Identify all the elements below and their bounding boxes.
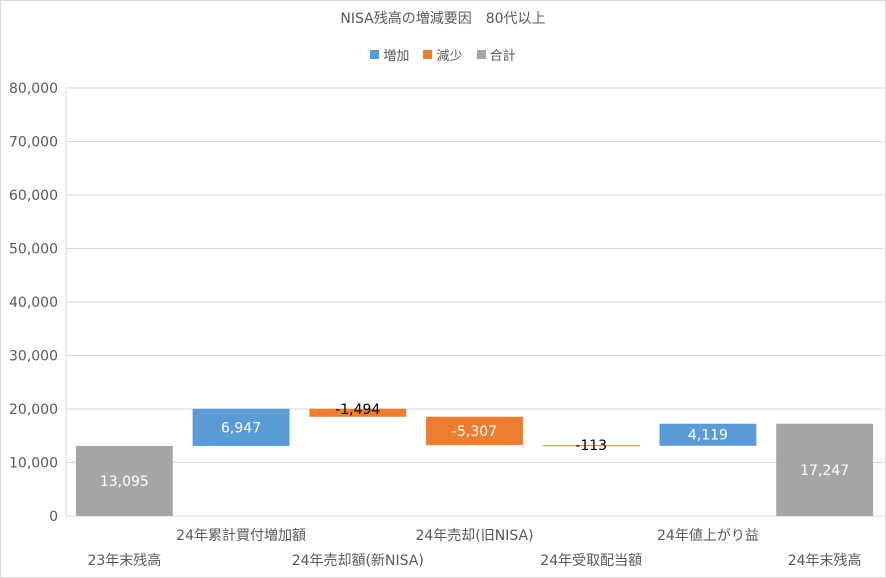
y-tick-label: 80,000 <box>9 81 58 97</box>
legend-swatch-total <box>476 50 486 59</box>
legend-label-decrease: 減少 <box>436 49 463 64</box>
bar <box>776 423 874 516</box>
legend-entry-total: 合計 <box>476 45 516 64</box>
data-label: -1,494 <box>335 402 380 418</box>
legend-swatch-decrease <box>423 50 433 59</box>
legend-entry-increase: 増加 <box>370 45 409 64</box>
bar <box>75 445 173 516</box>
x-tick-label: 24年累計買付増加額 <box>176 528 306 544</box>
x-tick-label: 23年末残高 <box>87 552 161 569</box>
data-label: 13,095 <box>100 474 149 490</box>
data-label: -5,307 <box>452 424 497 440</box>
data-label: 17,247 <box>800 463 849 479</box>
chart-title: NISA残高の増減要因 80代以上 <box>340 11 546 27</box>
x-tick-label: 24年受取配当額 <box>540 553 642 569</box>
bar <box>426 416 523 446</box>
data-label: -113 <box>575 438 607 454</box>
y-tick-label: 40,000 <box>9 295 58 311</box>
data-label: 4,119 <box>688 428 728 444</box>
bar <box>659 423 757 446</box>
y-tick-label: 20,000 <box>9 402 58 418</box>
legend-entry-decrease: 減少 <box>423 45 463 64</box>
x-tick-label: 24年末残高 <box>788 552 862 569</box>
y-tick-label: 0 <box>49 509 58 525</box>
bar <box>542 445 640 447</box>
y-tick-label: 70,000 <box>9 135 58 151</box>
y-tick-label: 60,000 <box>9 188 58 204</box>
bar <box>192 408 290 446</box>
data-label: 6,947 <box>221 420 261 436</box>
legend-label-increase: 増加 <box>383 49 410 64</box>
x-tick-label: 24年値上がり益 <box>657 528 759 544</box>
x-tick-label: 24年売却(旧NISA) <box>415 528 533 544</box>
x-tick-label: 24年売却額(新NISA) <box>292 553 424 569</box>
legend-swatch-increase <box>370 50 380 59</box>
legend: 増加 減少 合計 <box>0 45 886 64</box>
y-tick-label: 50,000 <box>9 242 58 258</box>
y-tick-label: 10,000 <box>9 456 58 472</box>
legend-label-total: 合計 <box>489 49 516 64</box>
y-tick-label: 30,000 <box>9 349 58 365</box>
bar <box>309 408 407 417</box>
